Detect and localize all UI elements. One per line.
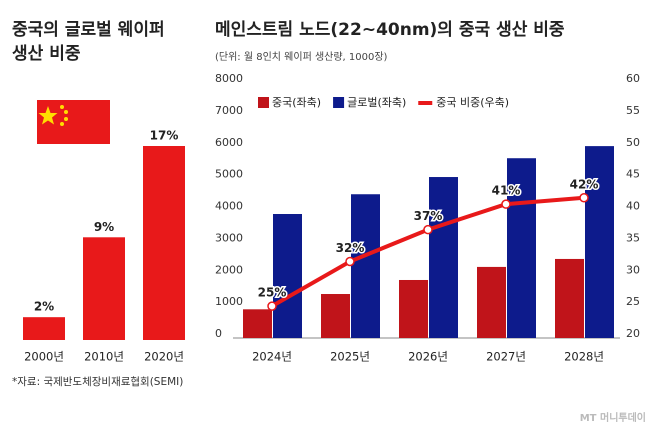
y2-tick-label: 25 (626, 295, 640, 308)
x-tick-label: 2028년 (564, 350, 604, 364)
y-tick-label: 0 (215, 327, 222, 340)
line-point (423, 224, 433, 235)
x-tick-label: 2024년 (252, 350, 292, 364)
y2-tick-label: 60 (626, 72, 640, 85)
subtitle: (단위: 월 8인치 웨이퍼 생산량, 1000장) (215, 50, 388, 63)
y-tick-label: 8000 (215, 72, 243, 85)
bar (399, 279, 428, 338)
y-tick-label: 2000 (215, 263, 243, 276)
y2-tick-label: 20 (626, 327, 640, 340)
china-flag (37, 100, 110, 144)
value-label: 41% (492, 184, 521, 198)
y2-tick-label: 35 (626, 231, 640, 244)
y-tick-label: 5000 (215, 168, 243, 181)
y-tick-label: 4000 (215, 200, 243, 213)
y-tick-label: 3000 (215, 231, 243, 244)
value-label: 9% (94, 220, 114, 234)
y2-tick-label: 30 (626, 263, 640, 276)
value-label: 17% (150, 129, 179, 143)
value-label: 37% (414, 209, 443, 223)
watermark: MT 머니투데이 (580, 411, 646, 424)
legend-label: 글로벌(좌축) (347, 96, 406, 109)
y2-tick-label: 45 (626, 168, 640, 181)
legend-swatch (418, 101, 433, 105)
left-title: 중국의 글로벌 웨이퍼 (12, 20, 165, 40)
value-label: 32% (336, 241, 365, 255)
legend-label: 중국(좌축) (272, 96, 321, 109)
x-tick-label: 2025년 (330, 350, 370, 364)
x-tick-label: 2020년 (144, 350, 184, 364)
legend-label: 중국 비중(우축) (436, 96, 509, 109)
bar (585, 146, 614, 338)
bar (83, 237, 125, 340)
bar (477, 266, 506, 338)
x-tick-label: 2027년 (486, 350, 526, 364)
legend-swatch (258, 97, 269, 108)
line-point (501, 199, 511, 209)
line-point (345, 256, 355, 267)
y2-tick-label: 50 (626, 136, 640, 149)
x-tick-label: 2010년 (84, 350, 124, 364)
y-tick-label: 6000 (215, 136, 243, 149)
source: *자료: 국제반도체장비재료협회(SEMI) (12, 375, 183, 388)
y-tick-label: 7000 (215, 104, 243, 117)
y2-tick-label: 40 (626, 200, 640, 213)
bar (507, 158, 536, 338)
value-label: 42% (570, 177, 599, 191)
bar (321, 294, 350, 338)
value-label: 25% (258, 286, 287, 300)
value-label: 2% (34, 300, 54, 314)
line-point (579, 193, 589, 203)
x-tick-label: 2000년 (24, 350, 64, 364)
left-title: 생산 비중 (12, 44, 81, 64)
bar (555, 258, 584, 338)
bar (243, 309, 272, 338)
x-tick-label: 2026년 (408, 350, 448, 364)
line-point (267, 301, 277, 311)
legend-swatch (333, 97, 345, 108)
bar (23, 317, 65, 340)
bar (351, 194, 380, 338)
bar (273, 214, 302, 338)
right-title: 메인스트림 노드(22~40nm)의 중국 생산 비중 (215, 20, 565, 40)
y-tick-label: 1000 (215, 295, 243, 308)
y2-tick-label: 55 (626, 104, 640, 117)
bar (429, 177, 458, 338)
bar (143, 146, 185, 340)
